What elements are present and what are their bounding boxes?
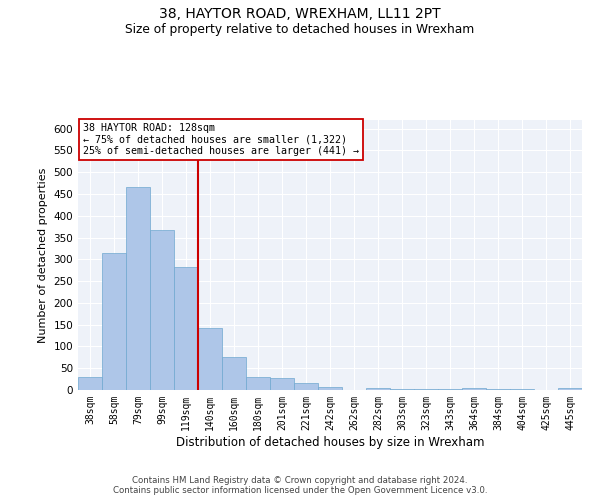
Bar	[366, 388, 390, 390]
Bar	[222, 357, 246, 390]
Text: Contains HM Land Registry data © Crown copyright and database right 2024.
Contai: Contains HM Land Registry data © Crown c…	[113, 476, 487, 495]
Bar	[462, 388, 486, 390]
Bar	[246, 376, 270, 390]
Bar	[438, 389, 462, 390]
Bar	[294, 384, 318, 390]
Bar	[78, 377, 102, 390]
Bar	[486, 389, 510, 390]
Bar	[174, 267, 198, 390]
Text: 38, HAYTOR ROAD, WREXHAM, LL11 2PT: 38, HAYTOR ROAD, WREXHAM, LL11 2PT	[159, 8, 441, 22]
Bar	[270, 378, 294, 390]
Text: Distribution of detached houses by size in Wrexham: Distribution of detached houses by size …	[176, 436, 484, 449]
Bar	[390, 389, 414, 390]
Text: 38 HAYTOR ROAD: 128sqm
← 75% of detached houses are smaller (1,322)
25% of semi-: 38 HAYTOR ROAD: 128sqm ← 75% of detached…	[83, 122, 359, 156]
Bar	[558, 388, 582, 390]
Text: Size of property relative to detached houses in Wrexham: Size of property relative to detached ho…	[125, 22, 475, 36]
Bar	[414, 389, 438, 390]
Bar	[126, 186, 150, 390]
Bar	[198, 328, 222, 390]
Bar	[510, 389, 534, 390]
Y-axis label: Number of detached properties: Number of detached properties	[38, 168, 48, 342]
Bar	[102, 253, 126, 390]
Bar	[318, 386, 342, 390]
Bar	[150, 230, 174, 390]
